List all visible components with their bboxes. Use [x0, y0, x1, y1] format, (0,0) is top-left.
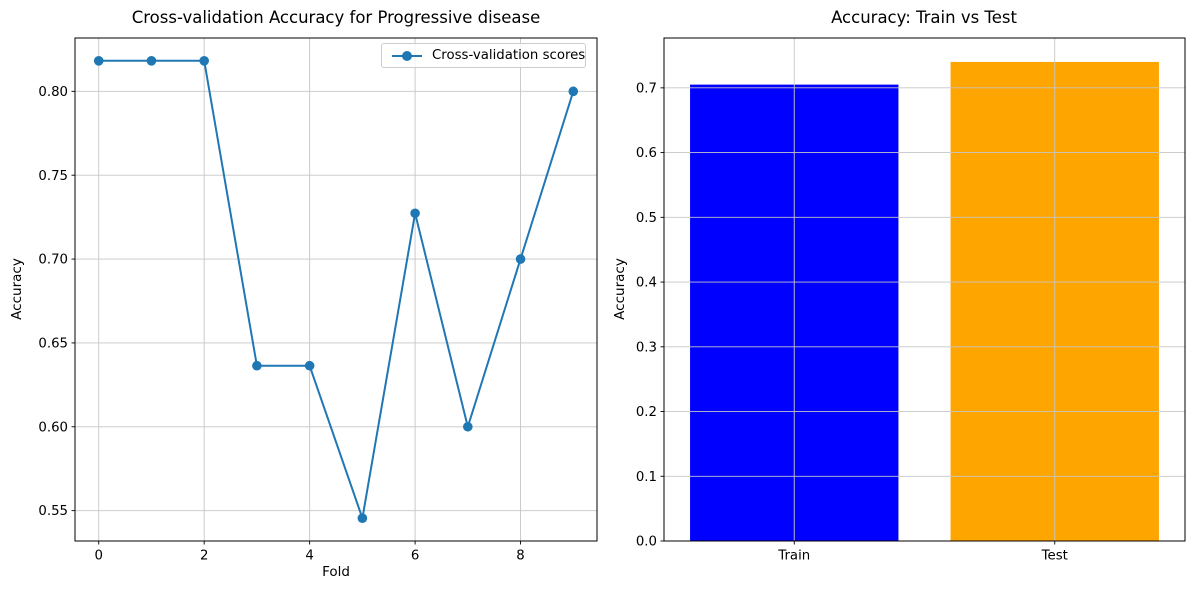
y-tick-label: 0.7: [636, 81, 657, 96]
y-tick-label: 0.80: [38, 85, 68, 100]
left-chart-title: Cross-validation Accuracy for Progressiv…: [131, 8, 541, 27]
y-tick-label: 0.60: [38, 420, 68, 435]
cv-score-marker: [146, 56, 157, 66]
cv-line-chart: 0 2 4 6 8 0.55 0.60 0.65 0.70 0.75 0.80: [38, 37, 598, 564]
x-tick-label: 8: [516, 549, 524, 564]
y-tick-label: 0.5: [636, 211, 657, 226]
y-tick-label: 0.3: [636, 340, 657, 355]
cv-score-marker: [93, 56, 104, 66]
y-tick-label: 0.2: [636, 405, 657, 420]
cv-score-marker: [199, 56, 209, 66]
cv-score-marker: [304, 360, 315, 371]
cv-score-marker: [515, 254, 526, 264]
y-tick-label: 0.1: [636, 470, 657, 485]
y-tick-label: 0.70: [38, 253, 68, 268]
cv-score-marker: [357, 513, 368, 523]
right-chart-title: Accuracy: Train vs Test: [831, 8, 1017, 27]
cv-score-marker: [410, 208, 420, 219]
y-tick-label: 0.65: [38, 337, 68, 352]
x-tick-label: Train: [777, 549, 810, 564]
cv-score-marker: [568, 86, 579, 97]
y-tick-label: 0.6: [636, 146, 657, 161]
cv-score-marker: [463, 421, 473, 432]
left-chart-xaxis-label: Fold: [322, 564, 350, 580]
left-chart-yaxis-label: Accuracy: [9, 258, 25, 320]
legend-label: Cross-validation scores: [432, 48, 586, 63]
axes-spines: [74, 37, 598, 542]
x-tick-label: 4: [305, 549, 313, 564]
right-chart-yaxis-label: Accuracy: [612, 258, 628, 320]
y-tick-label: 0.55: [38, 504, 68, 519]
cv-scores-line: [97, 59, 575, 520]
x-tick-label: 6: [411, 549, 419, 564]
legend-line-marker-icon: [392, 50, 422, 61]
x-tick-label: Test: [1041, 549, 1068, 564]
x-tick-label: 2: [200, 549, 208, 564]
train-test-bar-chart: Train Test 0.0 0.1 0.2 0.3 0.4 0.5 0.6 0.7: [636, 37, 1186, 564]
y-tick-label: 0.0: [636, 535, 657, 550]
x-tick-label: 0: [94, 549, 102, 564]
axes-spines: [663, 37, 1186, 542]
legend-box: Cross-validation scores: [381, 43, 586, 68]
y-tick-label: 0.4: [636, 276, 657, 291]
y-tick-label: 0.75: [38, 169, 68, 184]
cv-score-marker: [252, 360, 262, 371]
